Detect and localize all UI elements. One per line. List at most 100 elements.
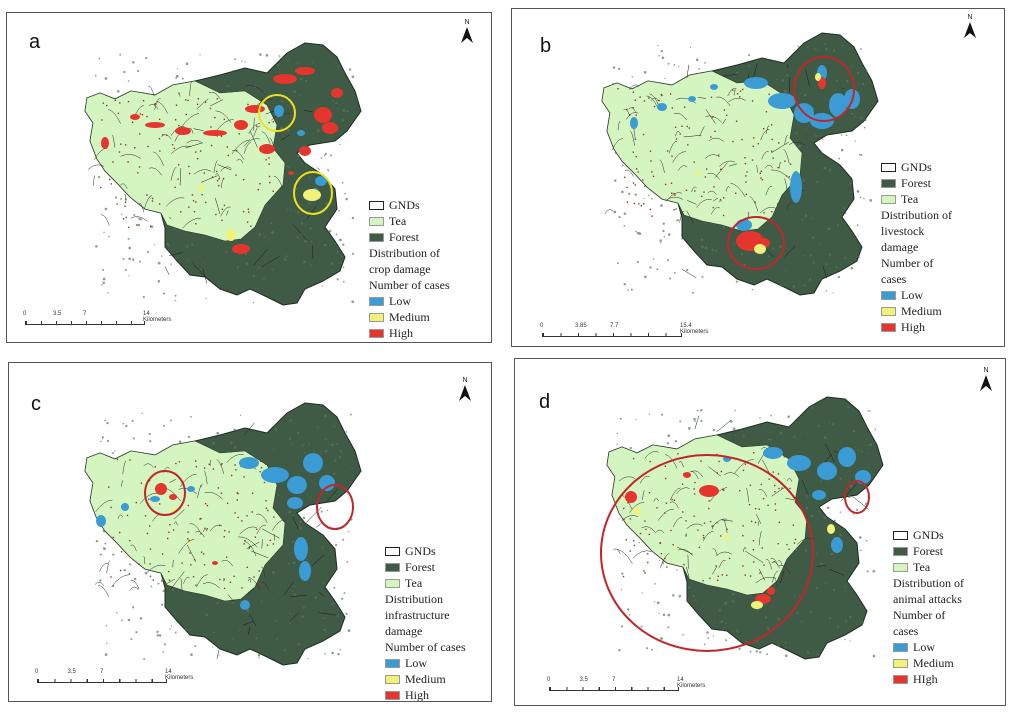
forest-texture (321, 285, 323, 287)
gnd-boundary (273, 534, 275, 541)
forest-texture (306, 558, 309, 561)
forest-texture (345, 431, 348, 433)
forest-texture (324, 414, 327, 417)
forest-texture (305, 79, 308, 82)
legend-item: HIgh (893, 671, 964, 687)
gnd-boundary (217, 164, 232, 171)
forest-texture (334, 459, 337, 462)
plot-marker (723, 109, 726, 111)
forest-texture (98, 57, 101, 60)
forest-texture (288, 437, 291, 441)
forest-texture (323, 628, 326, 632)
forest-texture (104, 542, 107, 545)
forest-texture (218, 654, 220, 656)
forest-texture (865, 69, 868, 72)
plot-marker (188, 172, 191, 175)
forest-texture (277, 494, 280, 496)
forest-texture (170, 263, 172, 265)
gnd-boundary (261, 528, 280, 539)
plot-marker (257, 188, 259, 191)
damage-patch-medium (724, 535, 730, 539)
plot-marker (244, 540, 246, 542)
gnd-boundary (183, 576, 190, 584)
plot-marker (632, 91, 635, 93)
gnd-boundary (253, 125, 261, 137)
forest-texture (616, 262, 619, 265)
forest-texture (292, 540, 295, 543)
forest-texture (286, 165, 289, 168)
forest-texture (667, 613, 671, 617)
forest-texture (95, 245, 98, 248)
legend-item: Low (893, 639, 964, 655)
plot-marker (119, 531, 121, 534)
forest-texture (735, 280, 738, 283)
plot-marker (263, 585, 265, 587)
legend-item: Number of (893, 607, 964, 623)
forest-texture (258, 267, 260, 269)
forest-texture (704, 61, 706, 64)
forest-texture (231, 601, 234, 604)
legend-item: damage (385, 623, 466, 639)
plot-marker (643, 570, 645, 572)
legend-text: Distribution of (881, 208, 952, 222)
forest-texture (621, 164, 624, 167)
damage-patch-high (203, 130, 227, 136)
forest-texture (811, 406, 814, 409)
gnd-boundary (621, 515, 639, 521)
damage-patch-low (96, 515, 106, 527)
plot-marker (124, 144, 127, 146)
forest-texture (285, 255, 288, 258)
gnd-boundary (728, 163, 738, 167)
plot-marker (112, 161, 114, 163)
plot-marker (671, 498, 673, 501)
forest-texture (659, 242, 662, 244)
gnd-boundary (677, 165, 688, 171)
forest-texture (654, 601, 656, 603)
plot-marker (666, 150, 669, 152)
plot-marker (273, 212, 275, 215)
gnd-boundary (144, 195, 153, 209)
forest-texture (273, 448, 275, 450)
gnd-boundary (618, 476, 636, 482)
plot-marker (709, 577, 711, 579)
legend-item: cases (893, 623, 964, 639)
legend-text: High (405, 688, 429, 702)
forest-texture (692, 595, 695, 598)
forest-texture (850, 65, 853, 67)
plot-marker (150, 225, 152, 228)
forest-texture (175, 257, 177, 260)
forest-texture (767, 255, 770, 258)
plot-marker (693, 488, 695, 490)
plot-marker (625, 539, 628, 541)
forest-texture (212, 441, 215, 445)
gnd-boundary (716, 96, 731, 107)
forest-texture (147, 251, 150, 254)
legend-text: HIgh (913, 672, 938, 686)
plot-marker (617, 88, 619, 90)
plot-marker (694, 190, 696, 192)
plot-marker (188, 206, 190, 208)
damage-patch-high (273, 74, 297, 84)
plot-marker (774, 509, 777, 511)
gnd-boundary (796, 537, 815, 545)
forest-texture (784, 654, 788, 658)
damage-patch-low (763, 447, 783, 459)
plot-marker (768, 478, 770, 480)
plot-marker (127, 226, 130, 229)
forest-texture (168, 245, 170, 247)
forest-texture (764, 616, 768, 619)
damage-patch-low (287, 497, 303, 509)
forest-texture (103, 231, 105, 234)
gnd-boundary (231, 139, 251, 155)
forest-texture (859, 48, 862, 51)
forest-texture (131, 258, 135, 261)
forest-texture (342, 280, 345, 283)
gnd-boundary (138, 203, 145, 213)
legend-item: Distribution (385, 591, 466, 607)
forest-texture (618, 518, 620, 520)
forest-texture (715, 249, 718, 252)
forest-texture (241, 60, 243, 62)
forest-texture (700, 408, 703, 412)
forest-texture (722, 628, 725, 631)
damage-patch-low (688, 96, 696, 102)
